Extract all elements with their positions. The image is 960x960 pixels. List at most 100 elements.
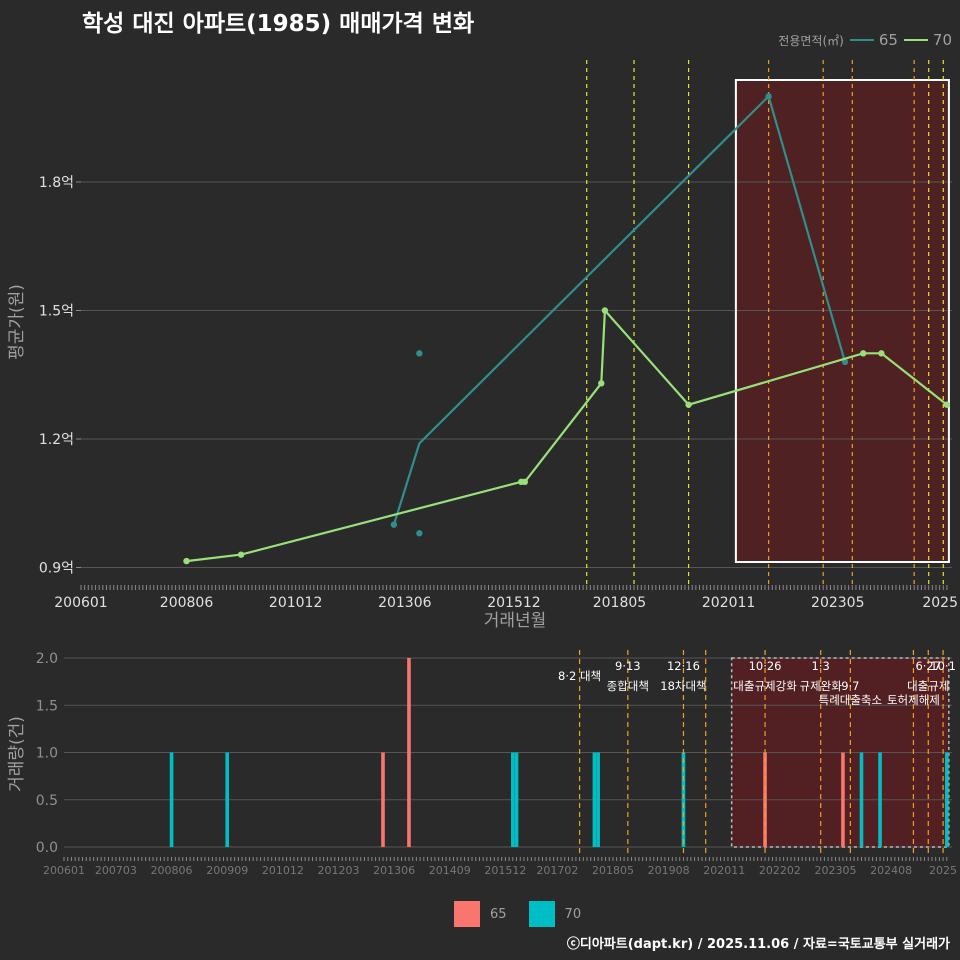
y-tick-label: 1.2억 xyxy=(39,432,74,448)
bar-y-tick-label: 0.0 xyxy=(36,840,58,856)
y-tick-label: 1.8억 xyxy=(39,175,74,191)
x-tick-label: 201012 xyxy=(269,595,322,611)
bar-x-tick-label: 200806 xyxy=(151,864,193,877)
policy-label: 1·3 xyxy=(812,659,830,673)
y-tick-label: 0.9억 xyxy=(39,561,74,577)
x-tick-label: 201306 xyxy=(378,595,432,611)
bar-x-tick-label: 201409 xyxy=(429,864,471,877)
bar-y-tick-label: 0.5 xyxy=(36,793,58,809)
top-legend-item-65: 65 xyxy=(849,31,898,49)
bottom-legend-item-70: 70 xyxy=(528,901,582,927)
data-point-70 xyxy=(860,350,867,357)
legend-line-70-icon xyxy=(903,39,928,41)
bar-x-tick-label: 201805 xyxy=(592,864,634,877)
policy-label: 9·13 xyxy=(615,659,641,673)
volume-bar-70 xyxy=(596,752,600,847)
bar-y-tick-label: 1.0 xyxy=(36,746,58,762)
top-legend-item-70: 70 xyxy=(903,31,952,49)
legend-swatch-70-icon xyxy=(528,901,555,927)
x-tick-label: 201512 xyxy=(487,595,540,611)
chart-title: 학성 대진 아파트(1985) 매매가격 변화 xyxy=(82,11,475,37)
volume-bar-70 xyxy=(514,752,519,847)
volume-bar-65 xyxy=(381,752,385,847)
x-tick-label: 200601 xyxy=(54,595,107,611)
bar-x-tick-label: 201512 xyxy=(484,864,526,877)
y-axis-label: 평균가(원) xyxy=(7,284,27,360)
series-line-65 xyxy=(392,94,847,526)
data-point-70 xyxy=(521,478,529,486)
bottom-legend-item-65: 65 xyxy=(454,901,507,927)
top-legend-label-65: 65 xyxy=(878,31,898,49)
policy-label: 종합대책 xyxy=(607,679,649,693)
policy-label: 8·2 대책 xyxy=(558,669,601,683)
policy-label: 6·27 xyxy=(915,659,941,673)
x-tick-label: 200806 xyxy=(160,595,214,611)
volume-bar-70 xyxy=(592,752,597,847)
data-point-65 xyxy=(841,358,849,366)
source-footer: ⓒ디아파트(dapt.kr) / 2025.11.06 / 자료=국토교통부 실… xyxy=(566,937,950,952)
bar-y-tick-label: 1.5 xyxy=(36,698,58,714)
top-legend-title: 전용면적(㎡) xyxy=(778,33,844,48)
data-point-70 xyxy=(685,401,692,408)
bottom-legend-label-70: 70 xyxy=(564,906,582,922)
volume-bar-70 xyxy=(681,752,686,847)
data-point-70 xyxy=(601,307,609,314)
data-point-70 xyxy=(878,350,885,357)
x-axis-label: 거래년월 xyxy=(484,611,547,631)
volume-bar-70 xyxy=(225,752,230,847)
bar-y-tick-label: 2.0 xyxy=(36,651,58,667)
volume-bar-70 xyxy=(511,752,515,847)
volume-bar-70 xyxy=(169,752,174,847)
volume-bar-65 xyxy=(763,752,767,847)
bar-x-tick-label: 202305 xyxy=(815,864,857,877)
data-point-65 xyxy=(416,350,423,357)
x-tick-label: 202305 xyxy=(811,595,864,611)
data-point-65 xyxy=(765,93,772,100)
bar-x-tick-label: 201306 xyxy=(373,864,415,877)
policy-label: 특례대출축소 xyxy=(819,693,882,707)
bar-x-tick-label: 201203 xyxy=(317,864,359,877)
policy-label: 대출규제 xyxy=(907,679,949,693)
x-tick-label: 2025 xyxy=(922,595,958,611)
bar-x-tick-label: 200703 xyxy=(95,864,137,877)
data-point-70 xyxy=(237,551,245,558)
top-legend-label-70: 70 xyxy=(932,31,952,49)
series-line-70 xyxy=(186,307,948,563)
highlight-region xyxy=(735,80,949,562)
volume-bar-chart: 0.0 0.5 1.0 1.5 2.0 8·2 대책 9·13 종합대책 12·16 18차대책 1… xyxy=(7,650,957,877)
bar-x-tick-label: 200909 xyxy=(206,864,248,877)
policy-label: 토허제해제 xyxy=(887,693,940,707)
bar-x-tick-label: 202408 xyxy=(870,864,912,877)
y-tick-label: 1.5억 xyxy=(39,304,74,320)
data-point-65 xyxy=(416,530,423,537)
policy-label: 10·1 xyxy=(930,659,956,673)
bar-x-tick-label: 201012 xyxy=(262,864,304,877)
bottom-legend-label-65: 65 xyxy=(490,906,507,922)
bottom-legend: 65 70 xyxy=(454,901,593,927)
bar-y-axis-label: 거래량(건) xyxy=(7,716,27,792)
legend-line-65-icon xyxy=(849,39,874,41)
bar-x-tick-label: 201908 xyxy=(648,864,690,877)
bar-x-tick-label: 202011 xyxy=(703,864,745,877)
policy-label: 9·7 xyxy=(841,679,859,693)
legend-swatch-65-icon xyxy=(454,901,480,927)
volume-bar-65 xyxy=(407,658,411,847)
data-point-65 xyxy=(390,521,398,528)
data-point-70 xyxy=(183,557,190,565)
bar-x-tick-label: 200601 xyxy=(43,864,85,877)
bar-x-tick-label: 2025 xyxy=(929,864,957,877)
bar-highlight-border xyxy=(730,657,950,848)
x-tick-label: 202011 xyxy=(702,595,755,611)
volume-bar-70 xyxy=(945,752,949,847)
highlight-border xyxy=(734,79,950,563)
x-tick-label: 201805 xyxy=(593,595,646,611)
top-legend: 전용면적(㎡) 65 70 xyxy=(778,31,952,49)
volume-bar-65 xyxy=(841,752,845,847)
policy-label: 12·16 xyxy=(667,659,700,673)
bar-x-tick-label: 202202 xyxy=(759,864,801,877)
data-point-70 xyxy=(598,380,605,387)
price-line-chart: 0.9억 1.2억 1.5억 1.8억 200601 200806 201012 201306… xyxy=(7,60,958,631)
volume-bar-70 xyxy=(859,752,864,847)
policy-label: 규제완화 xyxy=(800,679,843,693)
